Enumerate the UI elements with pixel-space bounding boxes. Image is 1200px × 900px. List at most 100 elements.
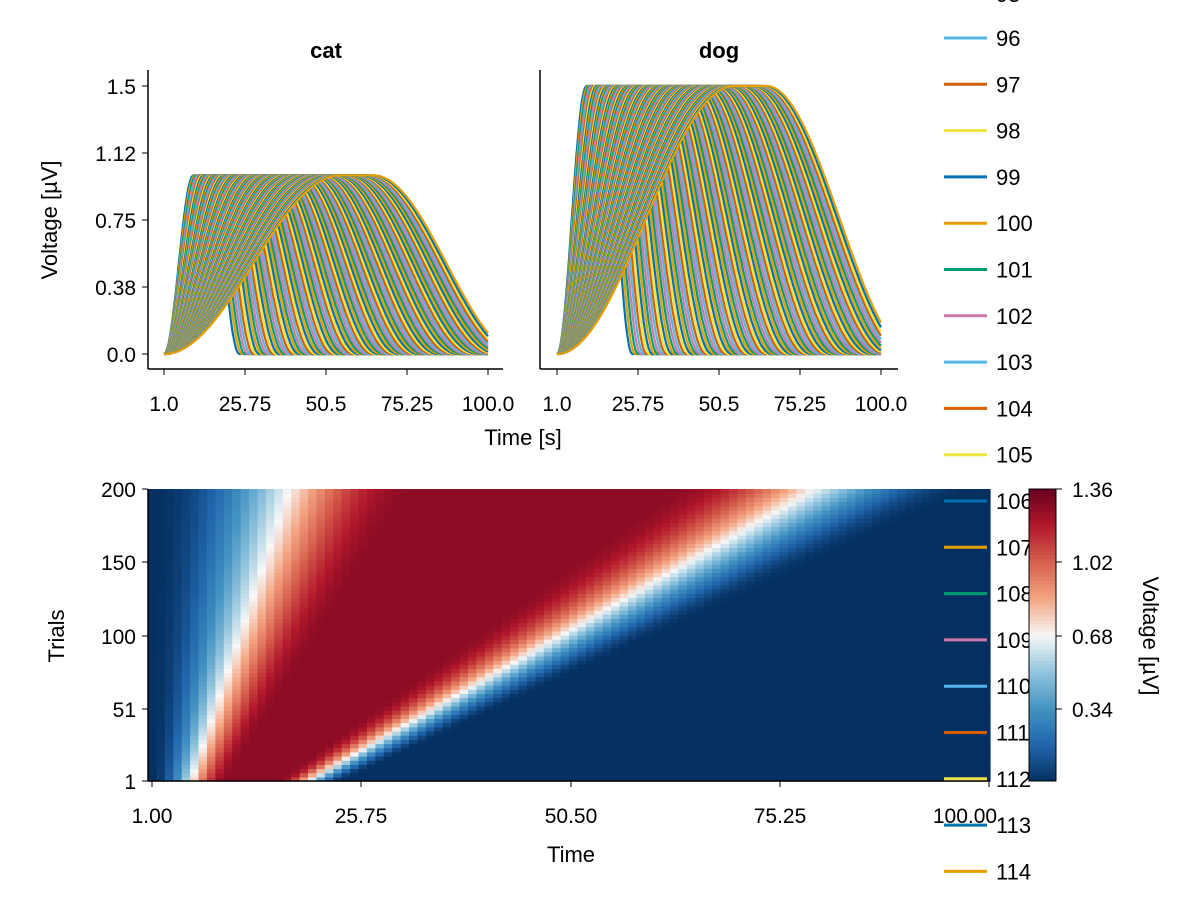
heatmap-cell [198, 614, 208, 619]
heatmap-cell [181, 676, 191, 682]
heatmap-cell [409, 718, 419, 724]
heatmap-cell [333, 701, 343, 707]
heatmap-cell [745, 755, 755, 761]
heatmap-cell [560, 685, 570, 690]
heatmap-cell [830, 680, 840, 686]
heatmap-cell [451, 705, 461, 711]
heatmap-cell [392, 672, 402, 678]
heatmap-cell [644, 584, 654, 590]
heatmap-cell [417, 680, 427, 686]
heatmap-cell [905, 697, 915, 703]
heatmap-cell [257, 660, 267, 665]
heatmap-cell [762, 651, 772, 657]
heatmap-cell [619, 647, 629, 653]
heatmap-cell [425, 672, 435, 678]
heatmap-cell [830, 710, 840, 715]
heatmap-cell [409, 689, 419, 694]
heatmap-cell [838, 668, 848, 674]
heatmap-cell [636, 589, 646, 594]
heatmap-cell [973, 647, 983, 653]
heatmap-cell [754, 601, 764, 607]
heatmap-cell [417, 622, 427, 628]
heatmap-cell [190, 618, 200, 624]
heatmap-cell [518, 697, 528, 703]
heatmap-cell [358, 672, 368, 678]
heatmap-cell [350, 605, 360, 611]
heatmap-cell [947, 643, 957, 649]
heatmap-cell [678, 639, 688, 644]
heatmap-cell [274, 739, 284, 745]
heatmap-cell [442, 655, 452, 661]
heatmap-cell [670, 605, 680, 611]
heatmap-cell [585, 580, 595, 586]
heatmap-cell [148, 643, 158, 649]
heatmap-cell [838, 639, 848, 644]
heatmap-cell [543, 676, 553, 682]
heatmap-cell [383, 730, 393, 736]
heatmap-cell [173, 735, 183, 740]
heatmap-cell [442, 764, 452, 770]
heatmap-cell [720, 701, 730, 707]
heatmap-cell [956, 672, 966, 678]
heatmap-cell [947, 710, 957, 715]
heatmap-cell [762, 718, 772, 724]
heatmap-cell [156, 601, 166, 607]
heatmap-cell [830, 726, 840, 732]
heatmap-cell [375, 593, 385, 599]
heatmap-cell [796, 622, 806, 628]
heatmap-cell [712, 730, 722, 736]
heatmap-cell [712, 589, 722, 594]
heatmap-cell [611, 609, 621, 615]
heatmap-cell [366, 584, 376, 590]
heatmap-cell [914, 605, 924, 611]
heatmap-cell [232, 705, 242, 711]
heatmap-cell [148, 668, 158, 674]
heatmap-cell [316, 772, 326, 778]
heatmap-cell [897, 655, 907, 661]
heatmap-cell [392, 597, 402, 603]
heatmap-cell [148, 772, 158, 778]
heatmap-cell [257, 680, 267, 686]
heatmap-cell [560, 635, 570, 640]
heatmap-cell [585, 739, 595, 745]
heatmap-cell [543, 672, 553, 678]
heatmap-cell [905, 593, 915, 599]
heatmap-cell [451, 718, 461, 724]
heatmap-cell [392, 685, 402, 690]
heatmap-cell [897, 718, 907, 724]
heatmap-cell [762, 630, 772, 636]
heatmap-cell [223, 593, 233, 599]
heatmap-cell [745, 584, 755, 590]
heatmap-cell [787, 726, 797, 732]
heatmap-cell [703, 685, 713, 690]
heatmap-cell [190, 755, 200, 761]
heatmap-cell [510, 584, 520, 590]
heatmap-cell [661, 739, 671, 745]
heatmap-cell [922, 605, 932, 611]
heatmap-cell [956, 739, 966, 745]
heatmap-cell [467, 743, 477, 749]
heatmap-cell [569, 597, 579, 603]
heatmap-cell [400, 660, 410, 665]
heatmap-cell [585, 605, 595, 611]
heatmap-cell [939, 647, 949, 653]
heatmap-cell [905, 776, 915, 782]
heatmap-cell [762, 714, 772, 720]
heatmap-cell [181, 768, 191, 774]
heatmap-cell [392, 776, 402, 782]
heatmap-cell [383, 697, 393, 703]
heatmap-cell [164, 768, 174, 774]
heatmap-cell [619, 655, 629, 661]
heatmap-cell [181, 722, 191, 728]
heatmap-cell [846, 751, 856, 757]
heatmap-cell [333, 630, 343, 636]
heatmap-cell [905, 605, 915, 611]
heatmap-cell [148, 739, 158, 745]
heatmap-cell [156, 584, 166, 590]
heatmap-cell [602, 743, 612, 749]
heatmap-cell [249, 589, 259, 594]
heatmap-cell [611, 772, 621, 778]
heatmap-cell [627, 589, 637, 594]
heatmap-cell [653, 730, 663, 736]
heatmap-cell [400, 689, 410, 694]
